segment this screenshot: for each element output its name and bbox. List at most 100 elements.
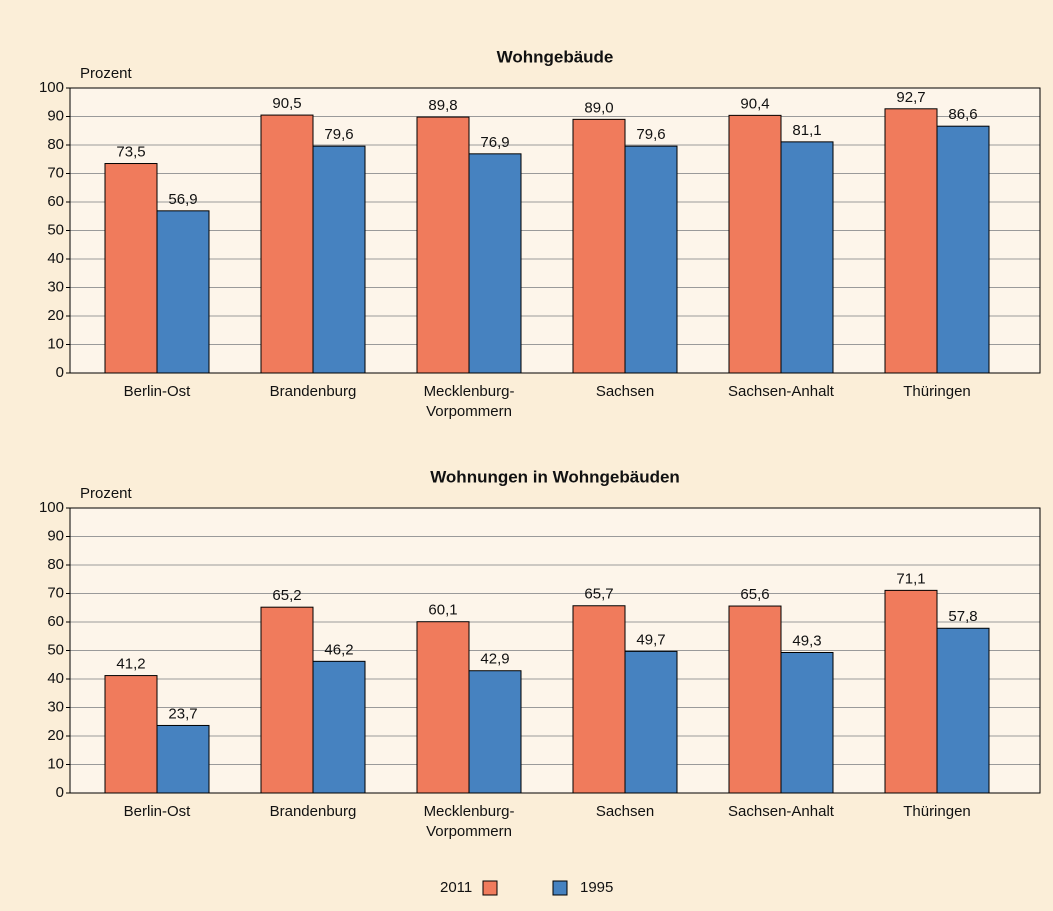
y-tick-label: 60 xyxy=(47,613,64,630)
plot-border xyxy=(69,87,1041,374)
value-label: 81,1 xyxy=(792,122,821,139)
value-label: 65,7 xyxy=(584,586,613,603)
x-tick-label-box: Mecklenburg-Vorpommern xyxy=(423,803,515,840)
bar xyxy=(416,116,470,374)
x-tick-label: Mecklenburg-Vorpommern xyxy=(423,803,515,840)
value-label: 41,2 xyxy=(116,656,145,673)
bar xyxy=(468,670,522,794)
value-label: 79,6 xyxy=(636,126,665,143)
y-tick-label: 80 xyxy=(47,136,64,153)
x-tick-label-box: Sachsen-Anhalt xyxy=(728,383,834,400)
bar xyxy=(624,650,678,794)
x-tick-label: Sachsen-Anhalt xyxy=(728,803,834,820)
y-tick-label: 50 xyxy=(47,641,64,658)
y-tick-label: 0 xyxy=(56,364,64,381)
value-label: 89,0 xyxy=(584,99,613,116)
y-tick-label: 90 xyxy=(47,527,64,544)
value-label: 90,5 xyxy=(272,95,301,112)
y-tick-label: 20 xyxy=(47,307,64,324)
bar xyxy=(260,114,314,374)
x-tick-label-box: Berlin-Ost xyxy=(123,803,191,820)
value-label: 57,8 xyxy=(948,608,977,625)
legend-swatch xyxy=(552,880,568,896)
bar xyxy=(260,606,314,794)
value-label: 71,1 xyxy=(896,570,925,587)
x-tick-label: Brandenburg xyxy=(269,803,357,820)
y-tick-label: 50 xyxy=(47,221,64,238)
y-axis-label: Prozent xyxy=(80,65,133,82)
x-tick-label: Mecklenburg-Vorpommern xyxy=(423,383,515,420)
y-tick-label: 100 xyxy=(39,79,64,96)
bar xyxy=(468,153,522,374)
x-tick-label: Sachsen-Anhalt xyxy=(728,383,834,400)
bar xyxy=(104,163,158,374)
y-tick-label: 40 xyxy=(47,670,64,687)
value-label: 65,6 xyxy=(740,586,769,603)
y-tick-label: 60 xyxy=(47,193,64,210)
bar xyxy=(884,589,938,794)
value-label: 23,7 xyxy=(168,705,197,722)
x-tick-label-box: Brandenburg xyxy=(269,383,357,400)
chart-title: Wohnungen in Wohngebäuden xyxy=(430,467,680,486)
legend-label: 1995 xyxy=(580,879,613,896)
y-axis-label: Prozent xyxy=(80,485,133,502)
x-tick-label-box: Thüringen xyxy=(903,803,971,820)
bar xyxy=(156,210,210,374)
bar xyxy=(416,621,470,794)
y-tick-label: 100 xyxy=(39,499,64,516)
x-tick-label: Berlin-Ost xyxy=(123,383,191,400)
x-tick-label: Berlin-Ost xyxy=(123,803,191,820)
value-label: 86,6 xyxy=(948,106,977,123)
value-label: 49,3 xyxy=(792,632,821,649)
bar xyxy=(572,605,626,794)
bar xyxy=(312,660,366,794)
value-label: 76,9 xyxy=(480,134,509,151)
x-tick-label: Thüringen xyxy=(903,803,971,820)
x-tick-label-box: Mecklenburg-Vorpommern xyxy=(423,383,515,420)
x-tick-label-box: Thüringen xyxy=(903,383,971,400)
bar xyxy=(936,627,990,794)
value-label: 49,7 xyxy=(636,631,665,648)
x-tick-label-box: Sachsen xyxy=(595,383,655,400)
y-tick-label: 70 xyxy=(47,584,64,601)
value-label: 73,5 xyxy=(116,143,145,160)
value-label: 65,2 xyxy=(272,587,301,604)
bar xyxy=(936,125,990,374)
plot-border xyxy=(69,507,1041,794)
y-tick-label: 0 xyxy=(56,784,64,801)
legend-label: 2011 xyxy=(440,879,472,896)
value-label: 92,7 xyxy=(896,89,925,106)
x-tick-label-box: Sachsen xyxy=(595,803,655,820)
y-tick-label: 70 xyxy=(47,164,64,181)
y-tick-label: 40 xyxy=(47,250,64,267)
legend-swatch xyxy=(482,880,498,896)
y-tick-label: 10 xyxy=(47,335,64,352)
y-tick-label: 30 xyxy=(47,698,64,715)
y-tick-label: 20 xyxy=(47,727,64,744)
bar xyxy=(780,141,834,374)
x-tick-label-box: Berlin-Ost xyxy=(123,383,191,400)
value-label: 42,9 xyxy=(480,651,509,668)
value-label: 89,8 xyxy=(428,97,457,114)
x-tick-label: Sachsen xyxy=(595,383,655,400)
value-label: 56,9 xyxy=(168,191,197,208)
value-label: 46,2 xyxy=(324,641,353,658)
bar xyxy=(780,651,834,794)
bar xyxy=(728,605,782,794)
x-tick-label: Sachsen xyxy=(595,803,655,820)
bar xyxy=(728,114,782,374)
bar xyxy=(884,108,938,374)
bar xyxy=(624,145,678,374)
bar xyxy=(156,724,210,794)
chart-title: Wohngebäude xyxy=(497,47,614,66)
x-tick-label-box: Brandenburg xyxy=(269,803,357,820)
value-label: 79,6 xyxy=(324,126,353,143)
bar xyxy=(312,145,366,374)
y-tick-label: 10 xyxy=(47,755,64,772)
bar xyxy=(104,675,158,794)
value-label: 60,1 xyxy=(428,602,457,619)
x-tick-label: Brandenburg xyxy=(269,383,357,400)
x-tick-label-box: Sachsen-Anhalt xyxy=(728,803,834,820)
y-tick-label: 90 xyxy=(47,107,64,124)
